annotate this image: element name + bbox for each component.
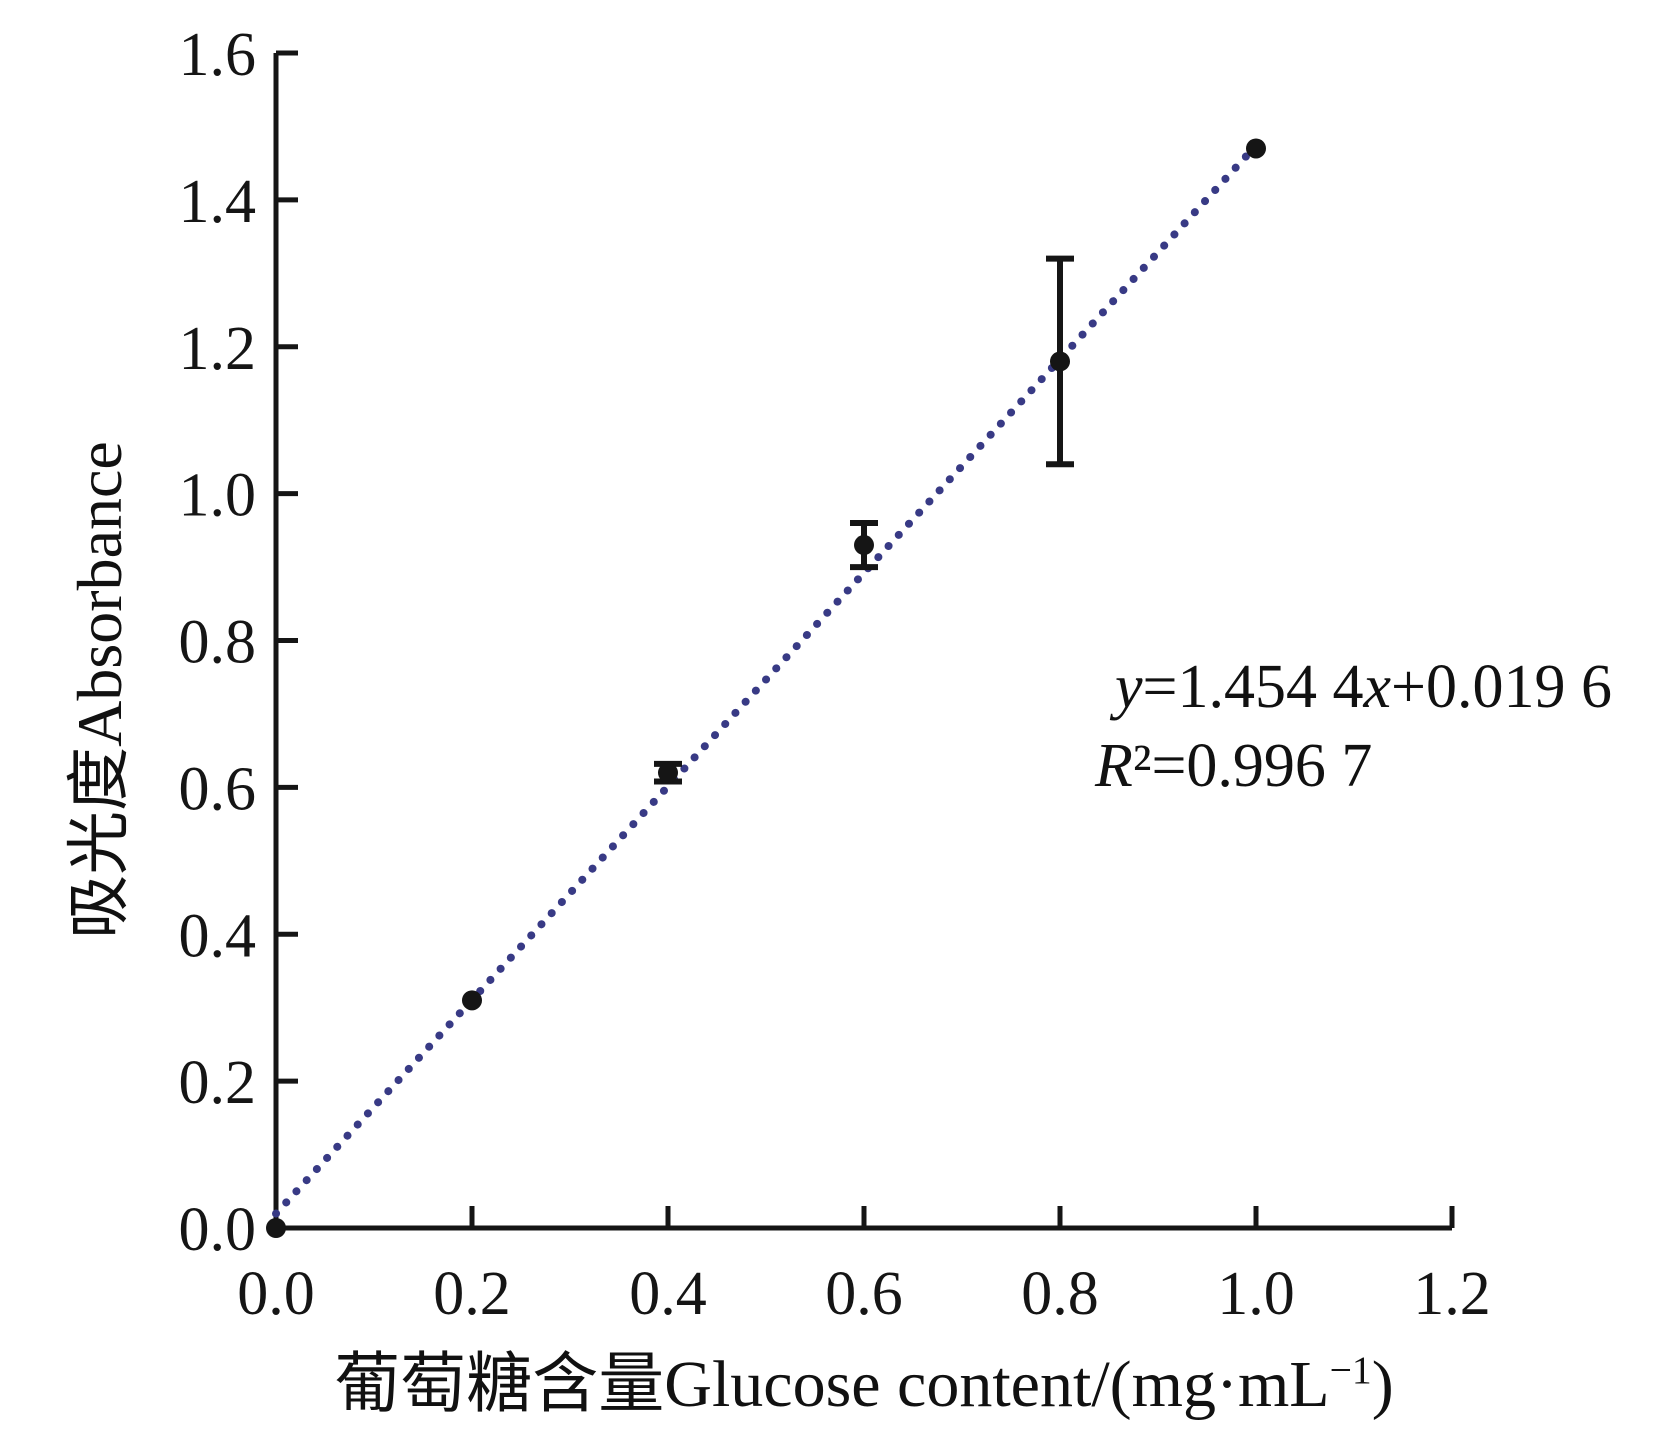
data-point <box>658 762 678 783</box>
x-tick-label: 0.2 <box>433 1260 511 1328</box>
r-squared-value: R²=0.996 7 <box>1095 732 1373 801</box>
x-tick-label: 1.0 <box>1217 1260 1295 1328</box>
x-tick-label: 0.4 <box>629 1260 707 1328</box>
x-tick-label: 0.8 <box>1021 1260 1099 1328</box>
y-tick-label: 1.6 <box>179 21 257 89</box>
data-point <box>854 535 874 556</box>
y-tick-label: 1.4 <box>179 168 257 236</box>
y-tick-label: 0.4 <box>179 902 257 970</box>
data-point <box>1050 351 1070 372</box>
y-tick-label: 0.0 <box>179 1196 257 1264</box>
y-tick-label: 0.6 <box>179 755 257 823</box>
x-axis-label-text: 葡萄糖含量Glucose content/(mg·mL <box>334 1348 1330 1421</box>
x-tick-label: 0.0 <box>237 1260 315 1328</box>
x-axis-label-close: ) <box>1371 1348 1394 1421</box>
data-point <box>462 990 482 1011</box>
fit-line <box>272 152 1251 1218</box>
y-axis-label: 吸光度Absorbance <box>64 441 135 939</box>
data-point <box>266 1218 286 1238</box>
y-tick-label: 0.2 <box>179 1049 257 1117</box>
equation-annotation: y=1.454 4x+0.019 6 R²=0.996 7 <box>1095 648 1612 807</box>
y-tick-label: 1.0 <box>179 462 257 530</box>
x-axis-label-superscript: −1 <box>1329 1348 1372 1392</box>
x-tick-label: 0.6 <box>825 1260 903 1328</box>
regression-equation: y=1.454 4x+0.019 6 <box>1115 653 1612 721</box>
data-point <box>1246 138 1266 159</box>
x-axis-label: 葡萄糖含量Glucose content/(mg·mL−1) <box>334 1350 1393 1418</box>
axes-spines <box>273 53 1452 1231</box>
y-tick-label: 0.8 <box>179 609 257 677</box>
x-tick-label: 1.2 <box>1413 1260 1491 1328</box>
y-tick-label: 1.2 <box>179 315 257 383</box>
